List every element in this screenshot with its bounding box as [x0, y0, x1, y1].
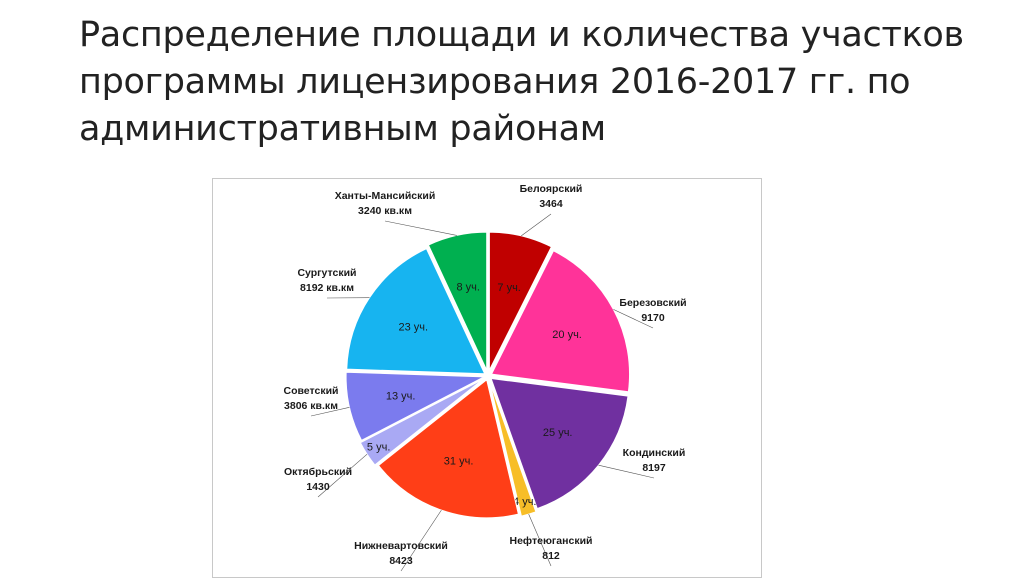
- district-name-label: Сургутский: [297, 267, 356, 279]
- district-area-label: 8197: [642, 462, 666, 474]
- callout-leader-line: [385, 221, 457, 235]
- district-name-label: Березовский: [619, 297, 686, 309]
- slice-count-label: 20 уч.: [552, 329, 582, 341]
- pie-chart: 7 уч. Белоярский 3464 20 уч. Березовский 9170…: [213, 179, 763, 579]
- district-name-label: Советский: [283, 385, 338, 397]
- district-name-label: Нижневартовский: [354, 540, 448, 552]
- district-name-label: Нефтеюганский: [510, 535, 593, 547]
- district-area-label: 8192 кв.км: [300, 282, 354, 294]
- slice-count-label: 13 уч.: [386, 391, 416, 403]
- slice-count-label: 5 уч.: [367, 442, 390, 454]
- callout-leader-line: [521, 214, 551, 236]
- slice-count-label: 8 уч.: [456, 282, 479, 294]
- slide-title: Распределение площади и количества участ…: [79, 12, 979, 153]
- district-name-label: Октябрьский: [284, 466, 352, 478]
- pie-chart-frame: 7 уч. Белоярский 3464 20 уч. Березовский 9170…: [212, 178, 762, 578]
- slice-count-label: 31 уч.: [444, 456, 474, 468]
- district-name-label: Ханты-Мансийский: [335, 190, 436, 202]
- district-name-label: Кондинский: [623, 447, 686, 459]
- district-name-label: Белоярский: [520, 183, 583, 195]
- district-area-label: 9170: [641, 312, 665, 324]
- district-area-label: 3464: [539, 198, 563, 210]
- district-area-label: 3240 кв.км: [358, 205, 412, 217]
- district-area-label: 8423: [389, 555, 413, 567]
- slice-count-label: 25 уч.: [543, 427, 573, 439]
- district-area-label: 1430: [306, 481, 330, 493]
- district-area-label: 3806 кв.км: [284, 400, 338, 412]
- slice-count-label: 7 уч.: [497, 282, 520, 294]
- slice-count-label: 23 уч.: [399, 322, 429, 334]
- district-area-label: 812: [542, 550, 560, 562]
